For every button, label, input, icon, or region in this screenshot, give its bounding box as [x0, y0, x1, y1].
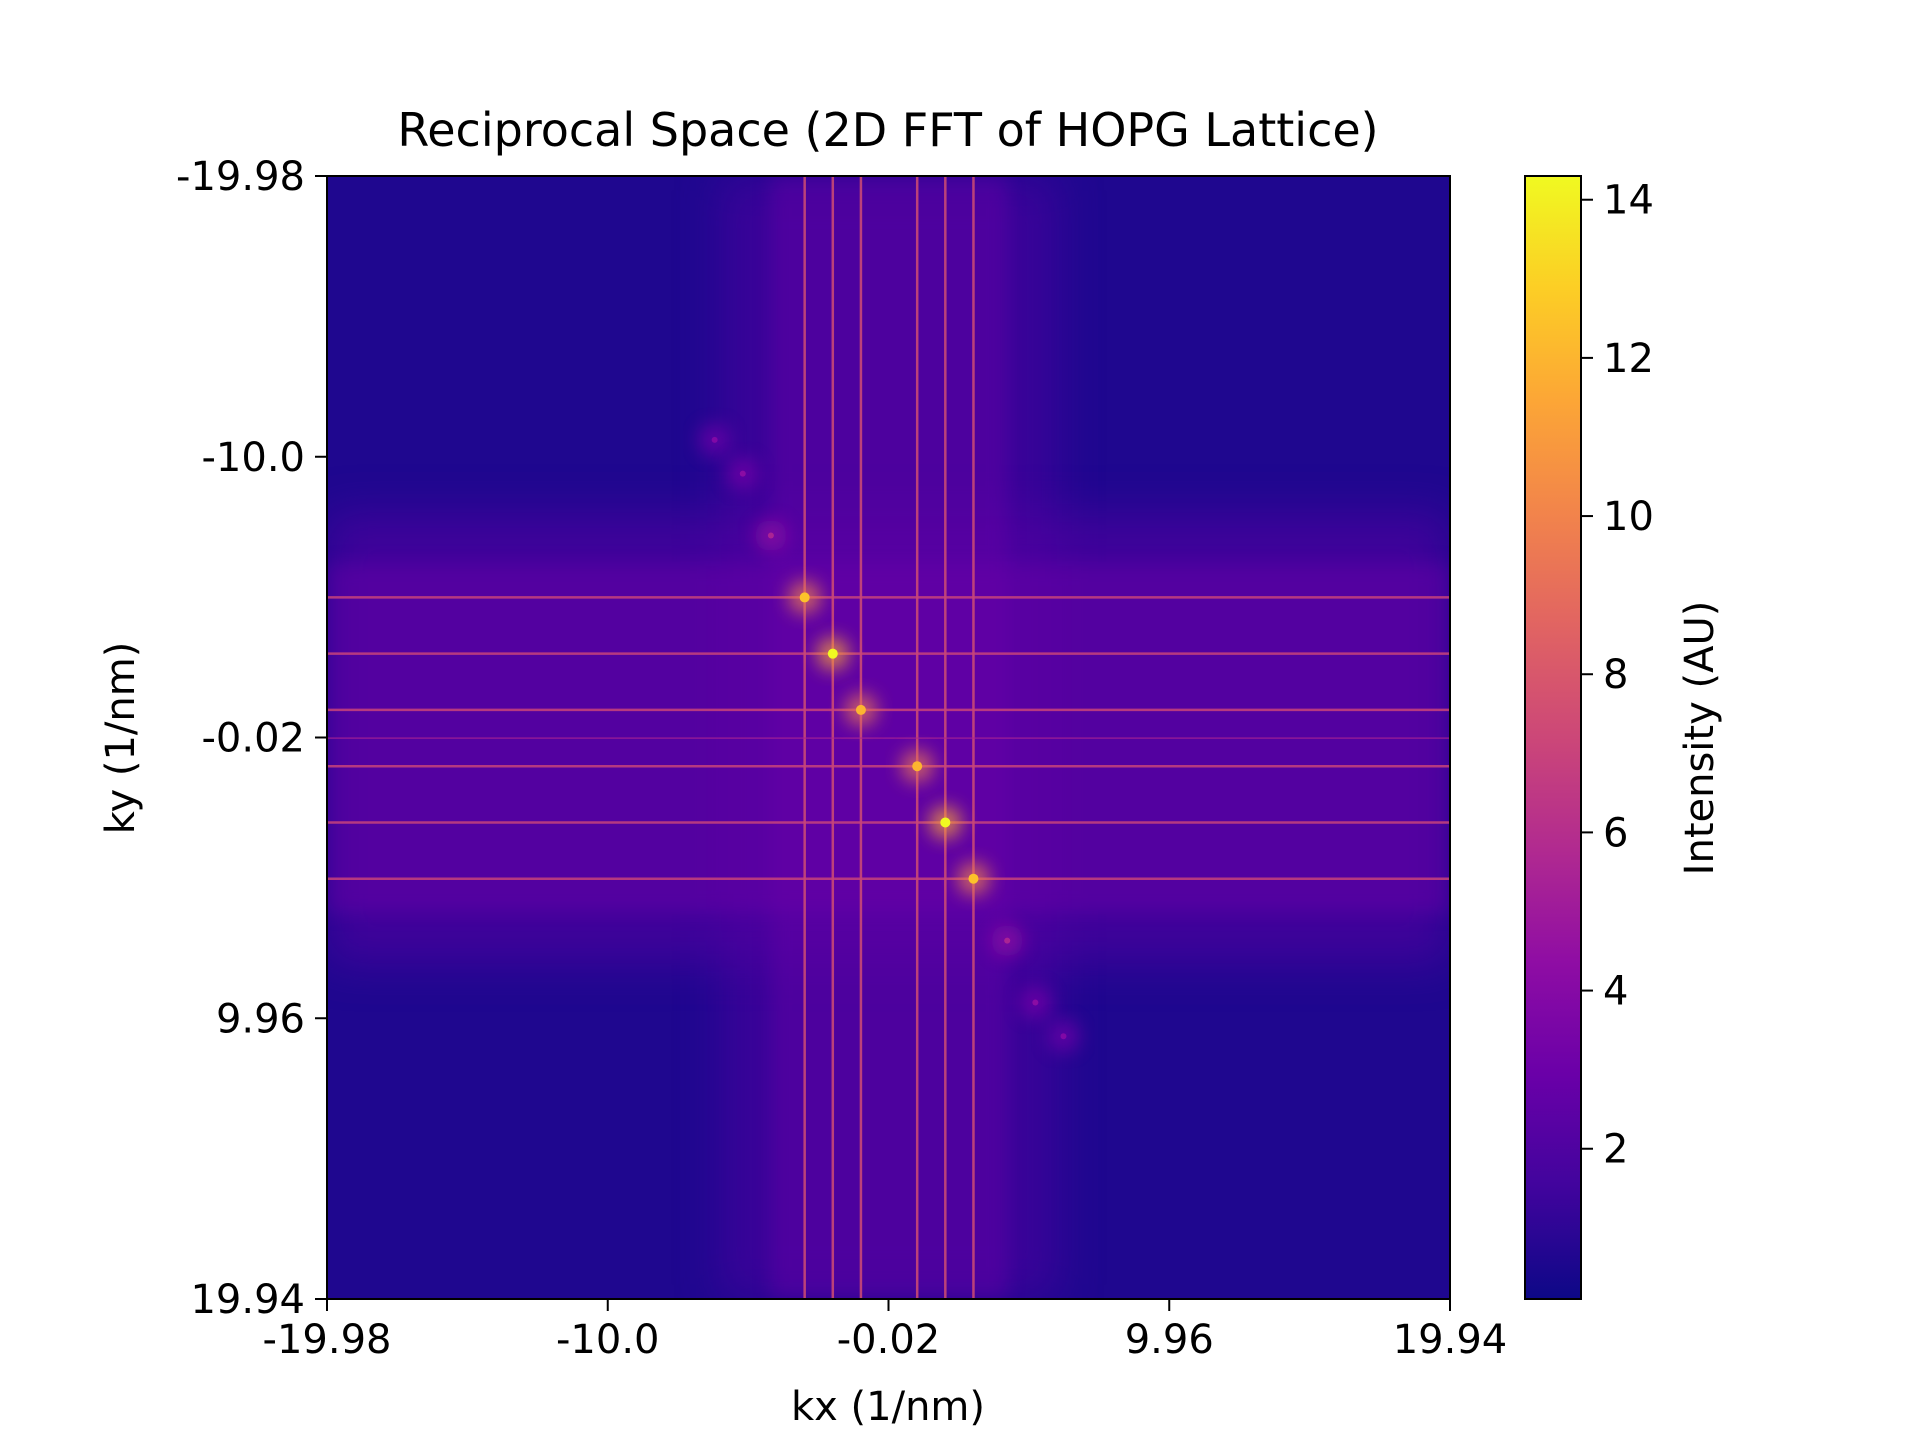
colorbar-ticks: 2 4 6 8 10 12 14	[1581, 178, 1654, 1173]
heatmap-plot-area	[326, 175, 1451, 1300]
x-axis-label: kx (1/nm)	[791, 1384, 985, 1430]
peak-point	[767, 532, 774, 539]
x-tick-label: -10.0	[556, 1317, 660, 1363]
peak-point	[827, 648, 838, 659]
peak-point	[1032, 999, 1039, 1006]
peak-point	[940, 817, 951, 828]
colorbar-gradient	[1524, 175, 1582, 1300]
y-tick-label: 9.96	[216, 996, 305, 1042]
colorbar-tick-label: 14	[1603, 178, 1654, 224]
heatmap-intensity-layer	[327, 176, 1450, 1299]
peak-point	[912, 761, 923, 772]
peak-point	[739, 470, 746, 477]
x-tick-label: -19.98	[263, 1317, 392, 1363]
y-tick-label: -0.02	[202, 716, 306, 762]
peak-point	[968, 873, 979, 884]
colorbar-tick-label: 4	[1603, 969, 1628, 1015]
colorbar-tick-label: 8	[1603, 652, 1628, 698]
colorbar-tick-label: 2	[1603, 1127, 1628, 1173]
y-axis-label: ky (1/nm)	[98, 642, 144, 835]
x-tick-label: -0.02	[837, 1317, 941, 1363]
peak-point	[1004, 937, 1011, 944]
peak-point	[855, 704, 866, 715]
y-axis: -19.98 -10.0 -0.02 9.96 19.94	[176, 154, 327, 1323]
y-tick-label: 19.94	[190, 1277, 305, 1323]
peak-point	[1060, 1033, 1067, 1040]
colorbar-tick-label: 6	[1603, 810, 1628, 856]
x-axis: -19.98 -10.0 -0.02 9.96 19.94	[263, 1299, 1508, 1363]
x-tick-label: 19.94	[1393, 1317, 1508, 1363]
colorbar-label: Intensity (AU)	[1677, 601, 1723, 876]
colorbar: 2 4 6 8 10 12 14 Intensity (AU)	[1524, 175, 1723, 1300]
y-tick-label: -10.0	[202, 435, 306, 481]
chart-title: Reciprocal Space (2D FFT of HOPG Lattice…	[397, 103, 1378, 157]
peak-point	[799, 592, 810, 603]
y-tick-label: -19.98	[176, 154, 305, 200]
x-tick-label: 9.96	[1125, 1317, 1214, 1363]
colorbar-tick-label: 10	[1603, 494, 1654, 540]
peak-point	[711, 436, 718, 443]
colorbar-tick-label: 12	[1603, 336, 1654, 382]
